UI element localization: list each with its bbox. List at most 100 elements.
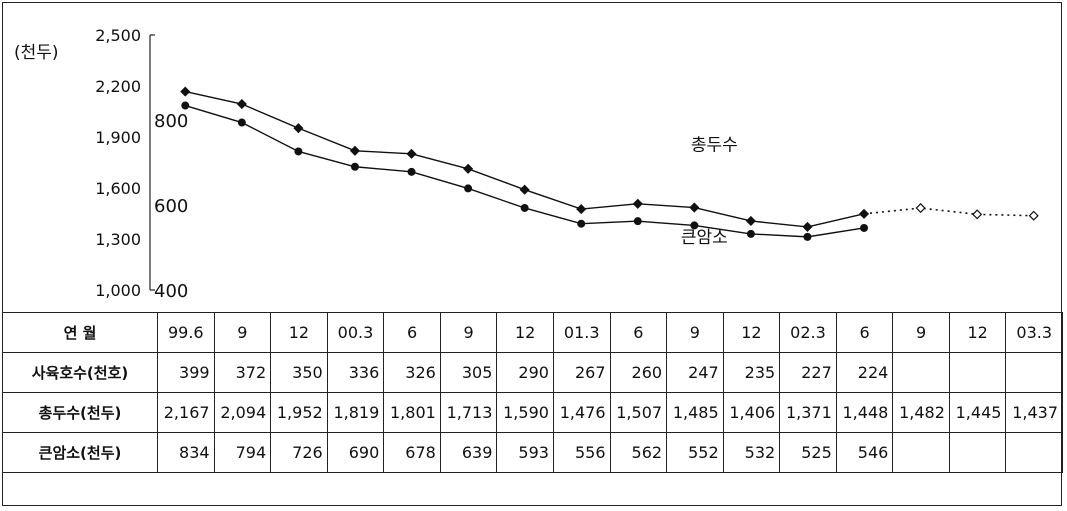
table-cell: [948, 432, 1007, 473]
data-point: [181, 101, 190, 110]
data-point: [407, 167, 416, 176]
table-cell: 1,485: [666, 392, 724, 433]
table-cell: 556: [552, 432, 611, 473]
data-point: [350, 162, 359, 171]
data-point: [236, 98, 247, 110]
forecast-point: [915, 203, 926, 214]
axis-layer: 2,500 2,200 1,900 1,600 1,300 1,000 800 600 400 (…: [14, 26, 188, 302]
table-cell: 372: [213, 352, 272, 393]
data-point: [689, 202, 700, 213]
table-cell: 593: [496, 432, 554, 473]
series-forecast-line: [863, 207, 1034, 217]
table-cell: 794: [213, 432, 272, 473]
data-point: [576, 204, 587, 215]
table-cell: 290: [496, 352, 554, 393]
table-header-cell: 00.3: [326, 312, 385, 353]
data-point: [858, 208, 870, 219]
y-tick-label: 2,200: [95, 77, 141, 96]
table-cell: [892, 352, 950, 393]
row-header: 연 월: [2, 312, 158, 353]
forecast-point: [1028, 210, 1039, 221]
table-cell: 690: [326, 432, 385, 473]
table-header-cell: 6: [609, 312, 668, 353]
table-cell: [892, 432, 950, 473]
data-point: [349, 145, 361, 156]
table-cell: 336: [326, 352, 385, 393]
table-cell: 546: [835, 432, 894, 473]
table-cell: 639: [439, 432, 498, 473]
table-cell: 1,437: [1005, 392, 1063, 433]
table-cell: 235: [722, 352, 781, 393]
table-cell: 1,590: [496, 392, 554, 433]
unit-label: (천두): [14, 43, 59, 63]
table-cell: 678: [383, 432, 441, 473]
table-cell: 399: [157, 352, 215, 393]
secondary-tick-label: 600: [154, 196, 188, 217]
data-point: [519, 184, 530, 195]
table-header-cell: 01.3: [552, 312, 611, 353]
table-header-cell: 9: [666, 312, 724, 353]
table-cell: 2,167: [157, 392, 215, 433]
table-cell: 525: [779, 432, 837, 473]
data-point: [237, 118, 246, 127]
data-point: [632, 198, 643, 209]
table-cell: 1,952: [270, 392, 328, 433]
table-cell: 1,371: [779, 392, 837, 433]
table-header-cell: 6: [383, 312, 441, 353]
table-header-cell: 12: [270, 312, 328, 353]
table-cell: 562: [609, 432, 668, 473]
data-point: [180, 86, 191, 97]
data-point: [406, 148, 417, 159]
table-header-cell: 12: [722, 312, 781, 353]
table-cell: 247: [666, 352, 724, 393]
table-header-cell: 6: [835, 312, 894, 353]
row-header: 총두수(천두): [2, 392, 158, 433]
table-cell: 326: [383, 352, 441, 393]
table-header-cell: 02.3: [779, 312, 837, 353]
y-tick-label: 2,500: [95, 26, 141, 45]
data-point: [802, 221, 813, 232]
table-cell: 1,801: [383, 392, 441, 433]
line-chart: 2,500 2,200 1,900 1,600 1,300 1,000 800 600 400 (…: [14, 26, 1039, 302]
table-header-cell: 03.3: [1005, 312, 1063, 353]
table-header-cell: 9: [213, 312, 272, 353]
table-cell: 1,476: [552, 392, 611, 433]
data-point: [577, 219, 586, 228]
data-point: [463, 163, 474, 174]
y-tick-label: 1,300: [95, 230, 141, 249]
series-label: 큰암소: [681, 228, 728, 248]
table-cell: [1005, 432, 1063, 473]
table-cell: 1,448: [835, 392, 894, 433]
table-header-cell: 99.6: [157, 312, 215, 353]
table-cell: 532: [722, 432, 781, 473]
table-cell: 2,094: [213, 392, 272, 433]
table-cell: 1,482: [892, 392, 950, 433]
table-cell: 1,445: [948, 392, 1007, 433]
table-header-cell: 12: [496, 312, 554, 353]
table-row: 총두수(천두) 2,167 2,094 1,952 1,819 1,801 1,713 1,5…: [2, 392, 1063, 433]
table-header-cell: 12: [948, 312, 1007, 353]
table-header-cell: 9: [892, 312, 950, 353]
table-cell: 1,507: [609, 392, 668, 433]
data-point: [520, 203, 529, 212]
table-row: 사육호수(천호) 399 372 350 336 326 305 290 267 260 247 23…: [2, 352, 1063, 393]
y-tick-label: 1,900: [95, 128, 141, 147]
data-point: [746, 229, 755, 238]
table-cell: 224: [835, 352, 894, 393]
table-cell: 305: [439, 352, 498, 393]
table-row: 큰암소(천두) 834 794 726 690 678 639 593 556 562 552 532…: [2, 432, 1063, 473]
y-tick-label: 1,000: [95, 281, 141, 300]
table-cell: 350: [270, 352, 328, 393]
table-header-row: 연 월 99.6 9 12 00.3 6 9 12 01.3 6 9 12 02.3 6 9 12 03.3: [2, 312, 1063, 353]
series-label: 총두수: [691, 136, 738, 156]
row-header: 큰암소(천두): [2, 432, 158, 473]
table-cell: [948, 352, 1007, 393]
data-point: [294, 147, 303, 156]
table-header-cell: 9: [439, 312, 498, 353]
data-point: [464, 184, 473, 193]
data-point: [293, 123, 304, 134]
table-cell: 267: [552, 352, 611, 393]
table-cell: 227: [779, 352, 837, 393]
y-tick-label: 1,600: [95, 179, 141, 198]
